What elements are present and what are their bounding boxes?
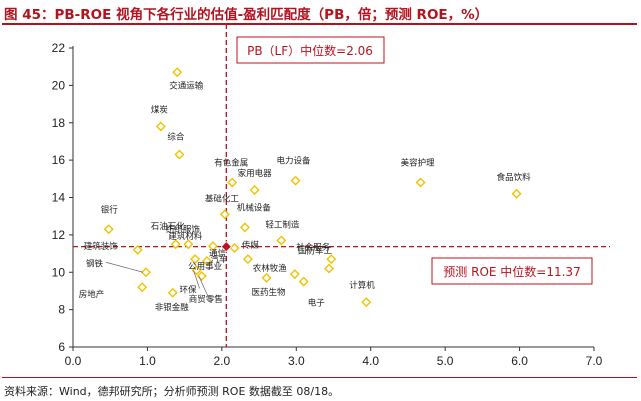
data-point-marker [174,149,185,160]
data-point-marker [140,267,151,278]
data-point-label: 交通运输 [169,80,204,91]
x-tick-label: 2.0 [214,354,231,368]
x-tick-label: 0.0 [65,354,82,368]
x-tick-label: 4.0 [362,354,379,368]
data-point-marker [242,254,253,265]
y-tick-label: 8 [58,303,65,317]
data-point-label: 国防军工 [298,246,333,257]
data-point-label: 公用事业 [188,261,222,272]
data-point-marker [172,67,183,78]
data-point-marker [167,287,178,298]
y-tick-label: 6 [58,340,65,354]
data-point-marker [511,188,522,199]
data-point-label: 传媒 [242,240,260,251]
x-tick-label: 5.0 [437,354,454,368]
x-tick-label: 3.0 [288,354,305,368]
leader-line [193,270,200,289]
data-point-label: 社会服务 [296,242,331,253]
data-point-label: 美容护理 [401,158,436,169]
data-point-label: 钢铁 [86,258,104,269]
median-point-marker [220,241,232,253]
data-point-marker [219,209,230,220]
data-point-marker [239,222,250,233]
data-point-label: 建筑材料 [168,231,203,242]
data-point-marker [207,241,218,252]
data-point-marker [183,239,194,250]
data-point-marker [361,297,372,308]
data-point-label: 计算机 [349,280,375,291]
y-tick-label: 12 [52,228,66,242]
chart-ticks: 0.0 1.0 2.0 3.0 4.0 5.0 6.0 7.0 6 8 10 12 14 16 18 20 22 [52,41,603,368]
data-point-label: 建筑装饰 [84,241,119,252]
data-point-marker [261,272,272,283]
data-point-label: 非银金融 [155,302,190,313]
leader-lines [105,261,210,299]
data-point-label: 电子 [308,298,326,309]
data-point-marker [326,254,337,265]
data-point-marker [190,254,201,265]
data-point-label: 通信 [209,248,227,259]
x-tick-label: 7.0 [586,354,603,368]
data-point-marker [227,177,238,188]
y-tick-label: 18 [52,116,66,130]
data-point-marker [229,242,240,253]
data-point-marker [249,185,260,196]
y-tick-label: 10 [52,265,66,279]
data-point-marker [137,282,148,293]
data-point-label: 医药生物 [252,287,287,298]
data-point-label: 汽车 [211,254,228,265]
data-point-label: 基础化工 [205,193,240,204]
source-rule [2,377,637,378]
roe-median-box [431,257,593,285]
data-point-label: 电力设备 [277,156,312,167]
pb-median-box [236,36,385,64]
y-tick-label: 22 [52,41,66,55]
data-point-label: 银行 [101,204,119,215]
y-tick-label: 16 [52,153,66,167]
roe-median-label: 预测 ROE 中位数=11.37 [443,264,580,279]
pb-roe-scatter-chart: 0.0 1.0 2.0 3.0 4.0 5.0 6.0 7.0 6 8 10 12 14 16 18 20 22… [52,24,610,368]
data-point-label: 石油石化 [151,221,186,232]
x-tick-label: 6.0 [511,354,528,368]
title-rule [2,23,637,25]
data-points [103,67,522,308]
data-point-label: 煤炭 [151,104,169,115]
data-point-marker [290,175,301,186]
data-point-marker [324,263,335,274]
source-note: 资料来源：Wind，德邦研究所；分析师预测 ROE 数据截至 08/18。 [4,385,340,398]
data-point-label: 房地产 [79,289,105,300]
data-point-marker [415,177,426,188]
leader-line [105,261,144,273]
chart-axes [72,46,594,348]
y-tick-label: 14 [52,191,66,205]
data-point-marker [289,269,300,280]
data-point-label: 农林牧渔 [253,263,288,274]
data-point-label: 环保 [180,284,198,295]
data-point-label: 家用电器 [238,168,273,179]
data-point-marker [132,244,143,255]
data-point-marker [170,239,181,250]
median-annotations: PB（LF）中位数=2.06 预测 ROE 中位数=11.37 [236,36,593,285]
data-point-label: 有色金属 [214,158,248,169]
data-point-marker [298,276,309,287]
pb-median-label: PB（LF）中位数=2.06 [247,43,373,58]
figure-title: 图 45：PB-ROE 视角下各行业的估值-盈利匹配度（PB，倍；预测 ROE，… [4,7,489,23]
data-point-marker [201,256,212,267]
data-point-marker [155,121,166,132]
data-point-label: 纺织服饰 [166,224,201,235]
y-tick-label: 20 [52,78,66,92]
data-point-marker [103,224,114,235]
data-point-label: 轻工制造 [265,219,300,230]
data-point-marker [276,235,287,246]
x-tick-label: 1.0 [139,354,156,368]
leader-line [198,275,210,299]
data-point-label: 机械设备 [237,202,272,213]
data-point-label: 食品饮料 [497,172,532,183]
median-lines [73,24,610,347]
data-point-label: 商贸零售 [189,294,223,305]
data-point-label: 综合 [167,132,185,143]
